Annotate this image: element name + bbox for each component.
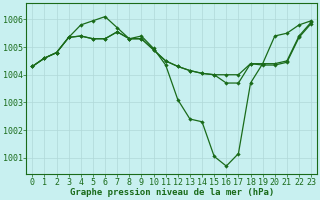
X-axis label: Graphe pression niveau de la mer (hPa): Graphe pression niveau de la mer (hPa) [70,188,274,197]
